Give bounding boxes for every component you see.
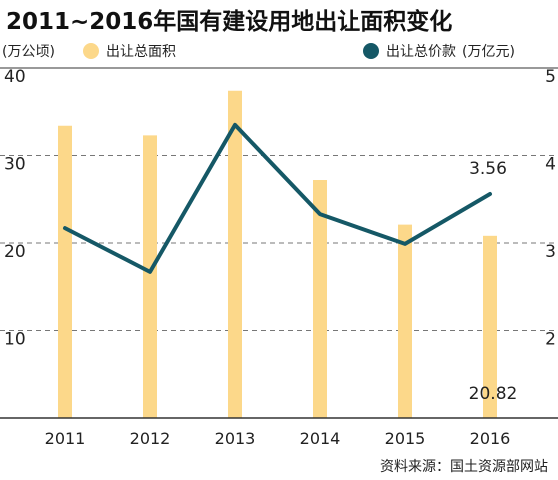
source-note: 资料来源：国土资源部网站 [380, 459, 548, 475]
right-tick-label: 3 [545, 242, 556, 262]
legend-label-area: 出让总面积 [106, 44, 176, 60]
left-tick-label: 10 [4, 330, 26, 350]
bar-2015 [398, 224, 412, 418]
legend-swatch-line [363, 43, 379, 59]
bar-2011 [58, 125, 72, 418]
bar-2013 [228, 90, 242, 418]
x-tick-label: 2016 [470, 429, 511, 448]
left-tick-label: 30 [4, 155, 26, 175]
legend-label-price: 出让总价款 [386, 44, 456, 60]
bar-2016 [483, 235, 497, 418]
annotation-price-2016: 3.56 [469, 159, 507, 179]
legend-item-area: 出让总面积 [83, 41, 176, 61]
annotation-area-2016: 20.82 [469, 384, 518, 404]
left-axis-unit: (万公顷) [2, 44, 55, 60]
x-tick-label: 2014 [300, 429, 341, 448]
x-tick-label: 2012 [130, 429, 171, 448]
bar-2012 [143, 135, 157, 418]
left-tick-label: 20 [4, 242, 26, 262]
chart-title: 2011~2016年国有建设用地出让面积变化 [6, 9, 453, 35]
legend-item-price: 出让总价款 (万亿元) [363, 41, 515, 61]
legend-swatch-bar [83, 43, 99, 59]
right-tick-label: 2 [545, 330, 556, 350]
x-tick-label: 2015 [385, 429, 426, 448]
right-axis-unit: (万亿元) [462, 44, 515, 60]
x-tick-label: 2013 [215, 429, 256, 448]
left-tick-label: 40 [4, 67, 26, 87]
bar-2014 [313, 180, 327, 418]
x-tick-label: 2011 [45, 429, 86, 448]
line-series-price [63, 122, 492, 274]
right-tick-label: 5 [545, 67, 556, 87]
right-tick-label: 4 [545, 155, 556, 175]
